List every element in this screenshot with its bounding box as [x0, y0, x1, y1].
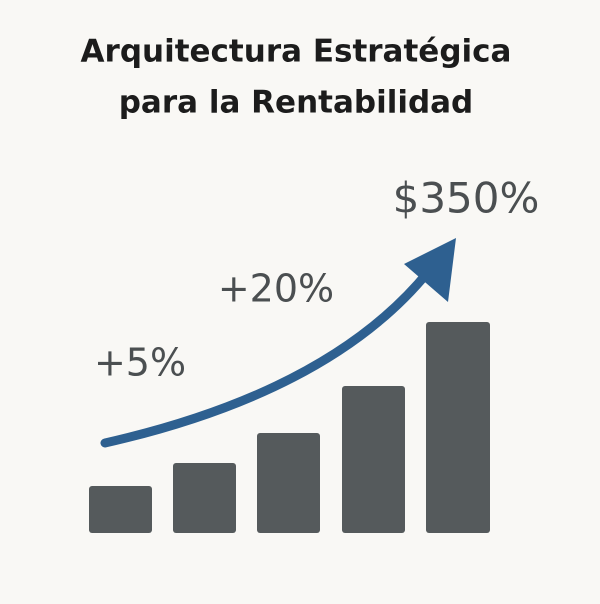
arrow-head — [404, 238, 456, 302]
title-line: Arquitectura Estratégica — [81, 34, 512, 70]
bar — [426, 322, 490, 533]
bar — [342, 386, 405, 533]
bar — [257, 433, 320, 533]
bar — [89, 486, 152, 533]
bar — [173, 463, 236, 533]
annotation: +5% — [94, 341, 186, 385]
annotation: $350% — [393, 174, 540, 223]
growth-arrow — [100, 267, 433, 448]
title-line: para la Rentabilidad — [119, 85, 474, 121]
bars — [89, 322, 490, 533]
annotation: +20% — [218, 267, 334, 311]
